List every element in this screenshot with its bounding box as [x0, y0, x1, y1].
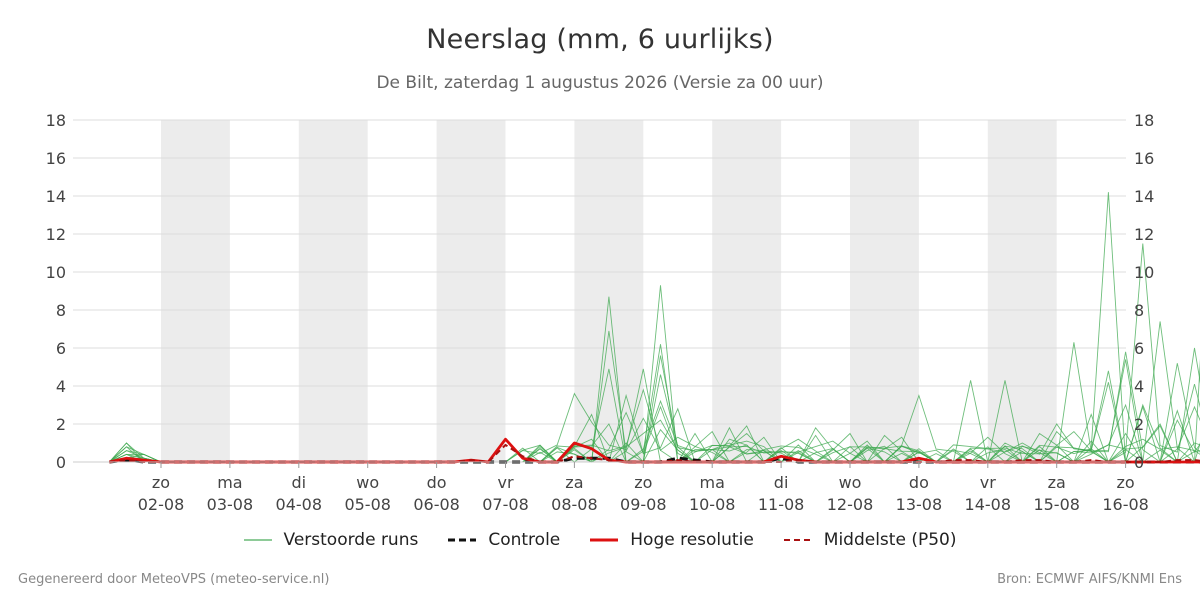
x-tick-label-day: ma: [700, 473, 725, 492]
x-tick-label-date: 07-08: [482, 495, 529, 514]
x-tick-label-day: wo: [356, 473, 379, 492]
weekend-shading: [161, 120, 1057, 462]
legend-item-ensemble[interactable]: Verstoorde runs: [243, 530, 419, 550]
x-tick-label-date: 13-08: [896, 495, 943, 514]
y-tick-label-left: 16: [46, 149, 66, 168]
legend-label-control: Controle: [488, 530, 561, 550]
x-tick-label-date: 15-08: [1033, 495, 1080, 514]
x-tick-label-day: zo: [1117, 473, 1135, 492]
legend-item-hires[interactable]: Hoge resolutie: [590, 530, 754, 550]
y-tick-label-left: 12: [46, 225, 66, 244]
legend-item-control[interactable]: Controle: [448, 530, 560, 550]
y-tick-label-right: 4: [1134, 377, 1144, 396]
x-tick-label-day: ma: [217, 473, 242, 492]
y-tick-label-left: 10: [46, 263, 66, 282]
chart-subtitle: De Bilt, zaterdag 1 augustus 2026 (Versi…: [376, 73, 824, 93]
x-tick-label-day: vr: [980, 473, 996, 492]
x-tick-label-day: zo: [634, 473, 652, 492]
y-tick-label-left: 18: [46, 111, 66, 130]
chart-title: Neerslag (mm, 6 uurlijks): [426, 24, 774, 55]
x-tick-label-day: vr: [497, 473, 513, 492]
legend-swatch-control: [448, 538, 477, 542]
x-tick-label-date: 11-08: [758, 495, 805, 514]
y-tick-label-right: 12: [1134, 225, 1154, 244]
x-tick-label-day: zo: [152, 473, 170, 492]
x-tick-label-date: 02-08: [138, 495, 185, 514]
y-tick-label-right: 14: [1134, 187, 1154, 206]
y-tick-label-left: 4: [56, 377, 66, 396]
y-tick-label-right: 16: [1134, 149, 1154, 168]
axes: 0 0 2 2 4 4 6 6 8 8 10 10 12 12 14 14 16 16 18 18 zo 02-08 ma 0…: [46, 111, 1155, 514]
shaded-day-band: [987, 120, 1057, 462]
x-tick-label-date: 10-08: [689, 495, 736, 514]
legend: Verstoorde runs Controle Hoge resolutie …: [0, 530, 1200, 550]
y-tick-label-right: 8: [1134, 301, 1144, 320]
legend-label-ensemble: Verstoorde runs: [283, 530, 419, 550]
x-tick-label-day: di: [291, 473, 306, 492]
x-tick-label-date: 16-08: [1102, 495, 1149, 514]
shaded-day-band: [161, 120, 230, 462]
y-tick-label-left: 8: [56, 301, 66, 320]
credit-source: Bron: ECMWF AIFS/KNMI Ens: [997, 572, 1182, 587]
shaded-day-band: [574, 120, 644, 462]
x-tick-label-day: do: [427, 473, 447, 492]
legend-label-median: Middelste (P50): [823, 530, 957, 550]
shaded-day-band: [712, 120, 782, 462]
x-tick-label-date: 09-08: [620, 495, 667, 514]
legend-swatch-ensemble: [243, 539, 272, 541]
y-tick-label-left: 0: [56, 453, 66, 472]
shaded-day-band: [850, 120, 919, 462]
legend-item-median[interactable]: Middelste (P50): [783, 530, 957, 550]
x-tick-label-day: za: [1048, 473, 1066, 492]
legend-swatch-hires: [590, 538, 619, 542]
x-tick-label-date: 04-08: [276, 495, 323, 514]
y-tick-label-right: 2: [1134, 415, 1144, 434]
y-tick-label-right: 6: [1134, 339, 1144, 358]
credit-generator: Gegenereerd door MeteoVPS (meteo-service…: [18, 572, 330, 587]
legend-label-hires: Hoge resolutie: [630, 530, 754, 550]
y-tick-label-left: 6: [56, 339, 66, 358]
x-tick-label-date: 14-08: [965, 495, 1012, 514]
x-tick-label-date: 08-08: [551, 495, 598, 514]
y-tick-label-left: 2: [56, 415, 66, 434]
y-tick-label-right: 10: [1134, 263, 1154, 282]
x-tick-label-day: wo: [839, 473, 862, 492]
shaded-day-band: [298, 120, 368, 462]
x-tick-label-date: 03-08: [207, 495, 254, 514]
x-tick-label-date: 06-08: [413, 495, 460, 514]
y-tick-label-right: 18: [1134, 111, 1154, 130]
y-tick-label-right: 0: [1134, 453, 1144, 472]
x-tick-label-date: 05-08: [344, 495, 391, 514]
x-tick-label-day: za: [565, 473, 583, 492]
legend-swatch-median: [783, 539, 812, 541]
x-tick-label-date: 12-08: [827, 495, 874, 514]
x-tick-label-day: do: [909, 473, 929, 492]
y-tick-label-left: 14: [46, 187, 66, 206]
shaded-day-band: [436, 120, 506, 462]
x-tick-label-day: di: [774, 473, 789, 492]
